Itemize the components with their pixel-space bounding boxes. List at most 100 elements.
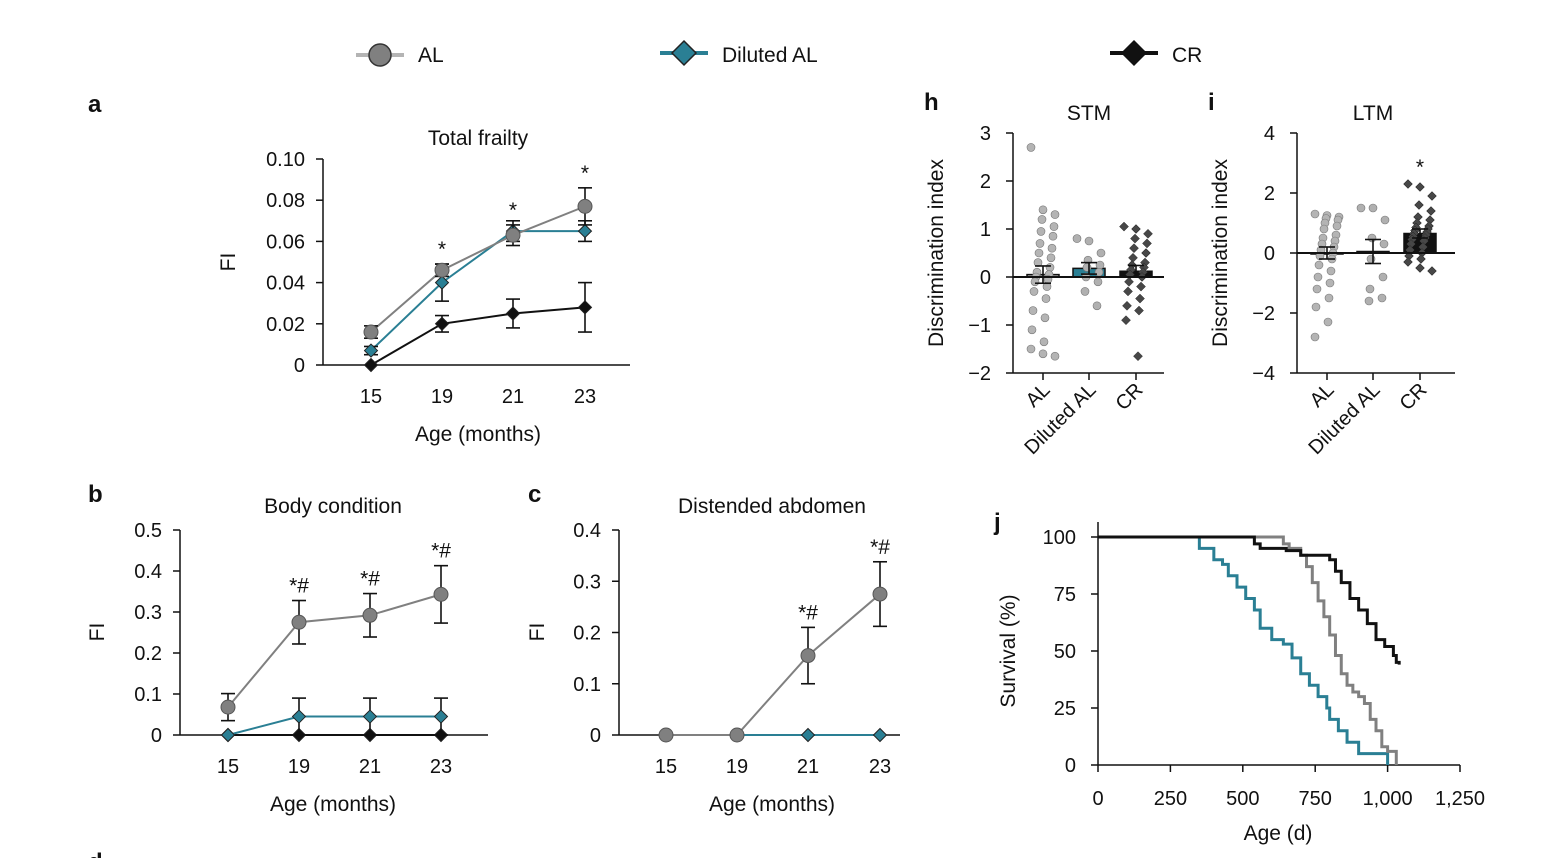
y-axis-label: FI <box>86 623 109 642</box>
x-tick-label: 0 <box>1092 788 1103 810</box>
x-tick-label: 500 <box>1226 788 1259 810</box>
x-tick-label: 19 <box>726 756 748 778</box>
significance-annotation: *# <box>870 536 890 559</box>
y-tick-label: 0.2 <box>134 643 162 665</box>
panel-b-title: Body condition <box>264 495 402 518</box>
y-tick-label: 0.02 <box>266 314 305 336</box>
data-point-al <box>1324 293 1334 303</box>
series-line-diluted-al <box>370 230 585 352</box>
data-point-al <box>577 198 593 214</box>
legend-item-diluted-al: Diluted AL <box>660 39 818 67</box>
y-axis-label: Discrimination index <box>925 159 948 347</box>
data-point-al <box>1313 272 1323 282</box>
data-point-al <box>1034 248 1044 258</box>
data-point-cr <box>1141 248 1151 258</box>
data-point-al <box>1045 263 1055 272</box>
x-tick-label: 15 <box>360 386 382 408</box>
data-point-al <box>1036 227 1046 236</box>
legend-item-cr: CR <box>1110 39 1202 67</box>
x-tick-label: 23 <box>869 756 891 778</box>
survival-curve-diluted-al <box>1098 535 1390 765</box>
data-point-cr <box>1415 182 1425 192</box>
data-point-al <box>1035 239 1045 248</box>
panel-i-title: LTM <box>1353 102 1393 125</box>
data-point-diluted-al <box>872 727 888 743</box>
data-point-diluted-al <box>577 223 593 239</box>
x-tick-label: AL <box>1306 379 1339 412</box>
data-point-al <box>363 324 379 340</box>
data-point-diluted-al <box>362 709 378 724</box>
data-point-al <box>1314 260 1324 270</box>
panel-letter-i: i <box>1208 89 1215 116</box>
panel-letter-d: d <box>88 849 103 858</box>
survival-curve-al <box>1098 535 1398 765</box>
significance-annotation: *# <box>431 540 451 563</box>
x-tick-label: CR <box>1396 379 1432 415</box>
panel-j-survival: 0 25 50 75 100 0 250 500 750 1,000 1,250 Age (d) Sur… <box>997 522 1485 845</box>
y-tick-label: 3 <box>980 123 991 145</box>
data-point-al <box>1026 143 1036 152</box>
data-point-al <box>1039 337 1049 347</box>
x-tick-label: 750 <box>1299 788 1332 810</box>
y-axis-label: FI <box>217 253 240 272</box>
y-tick-label: 2 <box>980 171 991 193</box>
data-point-al <box>362 607 378 623</box>
series-line-al <box>370 205 586 333</box>
panel-letter-a: a <box>88 91 102 118</box>
x-tick-label: 19 <box>288 756 310 778</box>
data-point-al <box>800 648 816 664</box>
data-point-diluted-al <box>220 727 236 743</box>
y-tick-label: 2 <box>1264 183 1275 205</box>
y-tick-label: −2 <box>968 363 991 385</box>
data-point-cr <box>577 300 593 315</box>
legend: AL Diluted AL CR <box>356 39 1202 67</box>
y-tick-label: 0.3 <box>573 571 601 593</box>
y-tick-label: 100 <box>1043 527 1076 549</box>
data-point-al <box>1050 210 1060 219</box>
x-tick-label: 21 <box>359 756 381 778</box>
data-point-al <box>1323 317 1333 327</box>
data-point-diluted-al <box>1094 267 1104 277</box>
data-point-cr <box>1124 276 1134 287</box>
data-point-al <box>1047 243 1057 253</box>
series-line-al <box>227 593 442 708</box>
panel-c-title: Distended abdomen <box>678 495 866 518</box>
panel-letter-c: c <box>528 481 541 508</box>
data-point-al <box>1037 215 1047 224</box>
data-point-diluted-al <box>1092 301 1102 311</box>
data-point-al <box>1312 284 1322 294</box>
y-tick-label: 0 <box>294 355 305 377</box>
data-point-al <box>220 699 236 715</box>
series-line-cr <box>370 306 586 366</box>
data-point-al <box>1048 231 1058 241</box>
y-tick-label: 0.08 <box>266 190 305 212</box>
legend-label-diluted-al: Diluted AL <box>722 44 818 67</box>
y-tick-label: 0.4 <box>134 561 162 583</box>
data-point-al <box>1311 302 1321 312</box>
y-tick-label: 4 <box>1264 123 1275 145</box>
data-point-al <box>1050 351 1060 361</box>
data-point-diluted-al <box>1377 293 1387 303</box>
data-point-diluted-al <box>1084 236 1094 246</box>
significance-annotation: * <box>1416 156 1424 179</box>
data-point-cr <box>1131 224 1141 234</box>
legend-label-al: AL <box>418 44 444 67</box>
y-tick-label: 0.06 <box>266 231 305 253</box>
data-point-al <box>1038 349 1048 359</box>
data-point-cr <box>1416 254 1426 264</box>
panel-letter-h: h <box>924 89 939 116</box>
data-point-cr <box>1128 252 1138 263</box>
data-point-cr <box>1414 200 1424 210</box>
data-point-al <box>1040 313 1050 323</box>
data-point-cr <box>1403 257 1413 267</box>
data-point-cr <box>1427 266 1437 276</box>
data-point-al <box>1310 332 1320 342</box>
y-tick-label: 0.1 <box>573 674 601 696</box>
significance-annotation: * <box>509 199 517 222</box>
data-point-diluted-al <box>1080 287 1090 296</box>
x-axis-label: Age (months) <box>709 793 835 816</box>
data-point-diluted-al <box>1082 263 1092 272</box>
data-point-cr <box>1143 228 1153 239</box>
survival-curve-cr <box>1098 535 1401 665</box>
